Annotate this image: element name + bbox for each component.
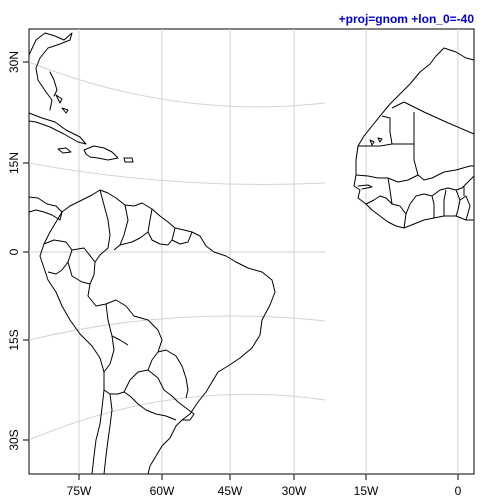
canary-islands bbox=[369, 139, 375, 146]
gambia-inlet bbox=[357, 184, 373, 190]
projection-title: +proj=gnom +lon_0=-40 bbox=[339, 12, 475, 26]
graticule-meridians bbox=[78, 29, 459, 474]
y-tick-label: 15N bbox=[7, 152, 21, 174]
cuba bbox=[28, 112, 87, 145]
x-tick-label: 60W bbox=[150, 484, 175, 498]
peninsula-coast bbox=[49, 71, 58, 97]
south-america-west-coast bbox=[39, 211, 105, 475]
africa-northwest-coast bbox=[353, 47, 475, 229]
parallel-30s bbox=[28, 393, 326, 441]
x-tick-label: 15W bbox=[354, 484, 379, 498]
south-america-borders bbox=[43, 189, 193, 475]
africa-coast bbox=[353, 47, 475, 229]
africa-borders bbox=[355, 101, 475, 229]
parallel-30n bbox=[28, 61, 326, 108]
central-america bbox=[28, 196, 63, 221]
y-tick-label: 30N bbox=[7, 51, 21, 73]
bahamas bbox=[55, 94, 63, 104]
x-tick-label: 45W bbox=[218, 484, 243, 498]
graticule-parallels bbox=[28, 61, 326, 441]
y-tick-label: 30S bbox=[7, 429, 21, 450]
hispaniola bbox=[83, 145, 119, 161]
y-tick-label: 15S bbox=[7, 329, 21, 350]
y-tick-label: 0 bbox=[7, 248, 21, 255]
puerto-rico bbox=[123, 157, 134, 163]
canary-islands-2 bbox=[377, 137, 383, 143]
bahamas-2 bbox=[61, 107, 69, 114]
jamaica bbox=[57, 147, 72, 154]
y-axis: 30N 15N 0 15S 30S bbox=[7, 51, 29, 451]
north-america-coast bbox=[28, 32, 73, 111]
x-tick-label: 30W bbox=[282, 484, 307, 498]
x-tick-label: 0 bbox=[455, 484, 462, 498]
parallel-15s bbox=[28, 315, 326, 341]
parallel-15n bbox=[28, 162, 326, 185]
x-tick-label: 75W bbox=[67, 484, 92, 498]
rio-de-la-plata bbox=[177, 401, 195, 421]
x-axis: 75W 60W 45W 30W 15W 0 bbox=[67, 474, 462, 498]
